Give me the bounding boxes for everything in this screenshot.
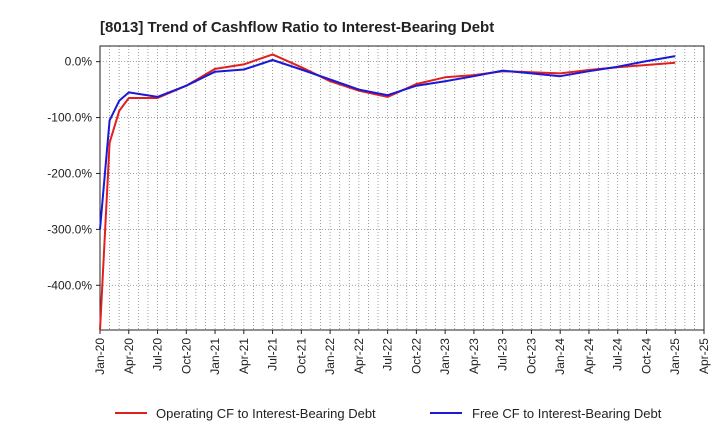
x-tick-label: Jul-22 (381, 338, 395, 371)
y-tick-label: -100.0% (47, 111, 92, 125)
x-tick-label: Jul-20 (151, 338, 165, 371)
plot-frame (99, 45, 705, 331)
x-tick-label: Jan-23 (438, 338, 452, 375)
x-tick-label: Jan-22 (323, 338, 337, 375)
grid (100, 46, 704, 330)
x-tick-label: Oct-22 (409, 338, 423, 374)
y-tick-label: -400.0% (47, 278, 92, 292)
legend-label-operating: Operating CF to Interest-Bearing Debt (156, 406, 376, 421)
series-line-operating-cf (99, 53, 676, 331)
x-tick-label: Apr-20 (122, 338, 136, 374)
x-tick-label: Oct-21 (294, 338, 308, 374)
legend: Operating CF to Interest-Bearing Debt Fr… (115, 406, 662, 421)
y-axis-ticks: 0.0% -100.0% -200.0% -300.0% -400.0% (47, 55, 100, 292)
x-tick-label: Jul-23 (496, 338, 510, 371)
x-tick-label: Apr-24 (582, 338, 596, 374)
x-tick-label: Jan-25 (668, 338, 682, 375)
x-tick-label: Oct-20 (179, 338, 193, 374)
x-tick-label: Apr-23 (467, 338, 481, 374)
x-tick-label: Apr-25 (697, 338, 711, 374)
y-tick-label: -300.0% (47, 222, 92, 236)
x-tick-label: Jul-24 (611, 338, 625, 371)
x-tick-label: Jan-24 (553, 338, 567, 375)
x-axis-ticks: Jan-20 Apr-20 Jul-20 Oct-20 Jan-21 Apr-21 Jul-… (93, 330, 711, 375)
x-tick-label: Jul-21 (266, 338, 280, 371)
x-tick-label: Oct-23 (524, 338, 538, 374)
x-tick-label: Apr-22 (352, 338, 366, 374)
x-tick-label: Apr-21 (237, 338, 251, 374)
series-lines (99, 53, 676, 331)
x-tick-label: Oct-24 (639, 338, 653, 374)
series-line-free-cf (99, 55, 676, 230)
x-tick-label: Jan-20 (93, 338, 107, 375)
y-tick-label: -200.0% (47, 166, 92, 180)
y-tick-label: 0.0% (65, 55, 93, 69)
x-tick-label: Jan-21 (208, 338, 222, 375)
chart-title: [8013] Trend of Cashflow Ratio to Intere… (100, 19, 494, 36)
legend-label-free: Free CF to Interest-Bearing Debt (472, 406, 662, 421)
